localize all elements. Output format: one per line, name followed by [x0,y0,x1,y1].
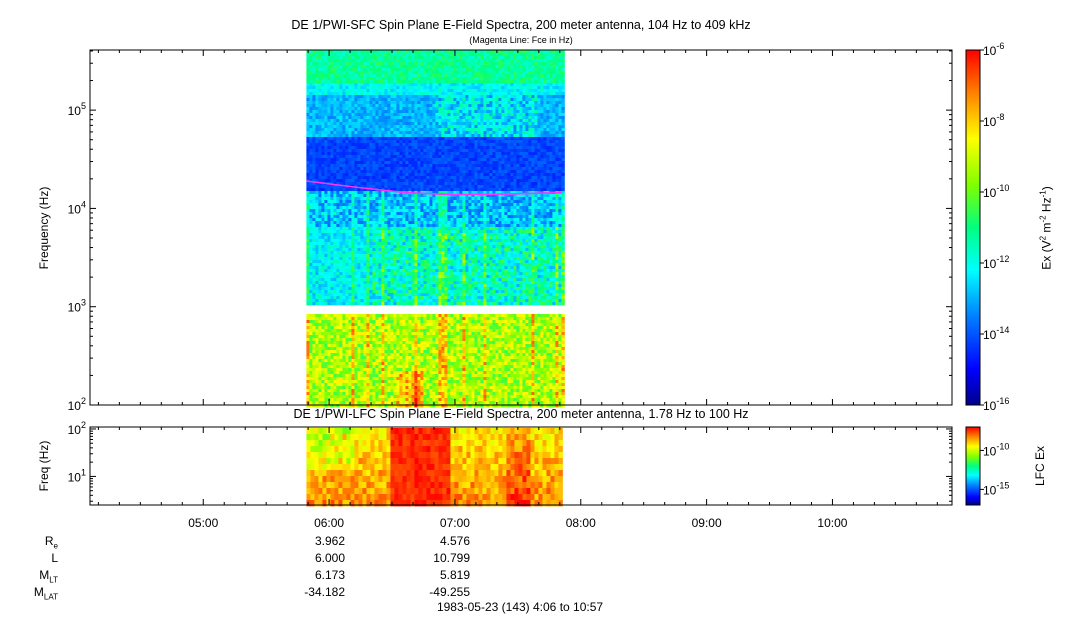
fce-line-group [306,180,562,196]
lfc-colorbar-tick-label: 10-15 [983,480,1009,497]
sfc-spectrogram-cells [306,50,565,408]
ephemeris-value: 4.576 [439,534,470,548]
xtick-label: 08:00 [566,516,596,530]
ephemeris-label: MLAT [33,585,58,602]
ephemeris-value: 10.799 [433,551,470,565]
xtick-label: 06:00 [314,516,344,530]
ephemeris-value: -49.255 [429,585,470,599]
sfc-ytick-label: 102 [68,396,86,413]
sfc-colorbar-tick-label: 10-12 [983,254,1009,271]
xtick-label: 09:00 [692,516,722,530]
sfc-colorbar-tick-label: 10-6 [983,41,1004,58]
lfc-ytick-label: 101 [68,467,86,484]
axes-group: 102 103 104 105 101 102 05:00 06:00 07:00 08:00 09… [68,41,1010,530]
ephemeris-value: -34.182 [304,585,345,599]
sfc-colorbar-tick-label: 10-10 [983,183,1009,200]
ephemeris-value: 5.819 [439,568,470,582]
lfc-ytick-label: 102 [68,420,86,437]
sfc-colorbar-tick-label: 10-16 [983,396,1009,413]
sfc-colorbar-tick-label: 10-8 [983,112,1004,129]
sfc-colorbar [965,49,981,406]
sfc-plot-frame [89,49,953,406]
fce-line [306,180,562,196]
lfc-colorbar-tick-label: 10-10 [983,441,1009,458]
ephemeris-label: L [51,551,58,565]
ephemeris-value: 3.962 [314,534,345,548]
lfc-chart-title: DE 1/PWI-LFC Spin Plane E-Field Spectra,… [293,407,749,421]
xtick-label: 05:00 [188,516,218,530]
lfc-spectrogram-cells [306,428,563,507]
sfc-ytick-label: 103 [68,298,86,315]
lfc-colorbar [965,426,981,506]
ephemeris-label: Re [44,534,58,551]
sfc-chart-title: DE 1/PWI-SFC Spin Plane E-Field Spectra,… [291,18,751,32]
sfc-ytick-label: 104 [68,199,86,216]
ephemeris-label: MLT [39,568,58,585]
lfc-plot-frame [89,426,953,506]
sfc-colorbar-tick-label: 10-14 [983,325,1009,342]
ephemeris-value: 6.173 [314,568,345,582]
time-range-footer: 1983-05-23 (143) 4:06 to 10:57 [436,600,604,614]
xtick-label: 10:00 [817,516,847,530]
sfc-chart-subtitle: (Magenta Line: Fce in Hz) [469,35,573,45]
sfc-ytick-label: 105 [68,101,86,118]
sfc-data-gap [306,306,562,312]
xtick-label: 07:00 [440,516,470,530]
ephemeris-value: 6.000 [314,551,345,565]
